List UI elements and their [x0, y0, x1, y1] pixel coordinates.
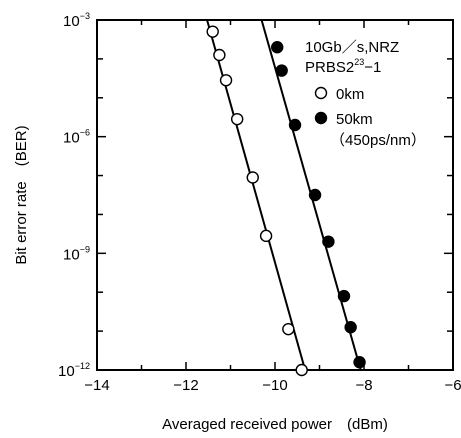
y-tick-label-base: 10	[58, 363, 75, 380]
tick-labels: −14 −12 −10 −8 −610−310−610−910−12	[58, 11, 461, 394]
fit-line-0km	[206, 20, 307, 370]
y-tick-label: 10−12	[58, 361, 90, 380]
x-tick-label: −14	[84, 377, 109, 394]
data-point-0km	[206, 25, 219, 38]
data-point-0km	[259, 229, 273, 243]
y-tick-label-exponent: −6	[80, 128, 90, 138]
x-tick-label: −8	[355, 377, 372, 394]
fit-lines	[206, 20, 362, 370]
data-point-50km	[337, 289, 351, 303]
data-point-0km	[282, 322, 295, 336]
legend-title-rate: 10Gb／s,NRZ	[305, 39, 399, 56]
data-point-0km	[219, 74, 233, 87]
fit-line-50km	[260, 20, 362, 370]
y-tick-label-base: 10	[63, 246, 80, 263]
x-tick-label: −6	[444, 377, 461, 394]
data-point-0km	[213, 48, 226, 62]
data-point-50km	[271, 41, 284, 54]
legend-label-0km: 0km	[336, 86, 364, 103]
data-point-0km	[246, 171, 259, 184]
axis-ticks	[96, 19, 454, 371]
data-point-50km	[288, 118, 302, 132]
x-tick-label: −10	[262, 377, 287, 394]
legend: 10Gb／s,NRZ PRBS223−1 0km 50km （450ps/nm）	[305, 39, 426, 149]
y-axis-title: Bit error rate (BER)	[13, 125, 30, 264]
y-tick-label-exponent: −12	[75, 361, 90, 371]
data-point-0km	[295, 363, 308, 377]
y-tick-label: 10−3	[63, 11, 90, 30]
data-point-50km	[344, 321, 357, 334]
data-point-50km	[275, 64, 288, 77]
plot-frame	[96, 19, 454, 371]
y-tick-label-exponent: −9	[80, 244, 90, 254]
legend-marker-50km	[314, 111, 328, 125]
data-point-0km	[230, 112, 244, 126]
legend-annotation-dispersion: （450ps/nm）	[330, 132, 426, 149]
legend-title-pattern-sup: 23	[354, 57, 364, 67]
data-point-50km	[353, 356, 366, 369]
y-tick-label: 10−6	[63, 128, 90, 147]
data-point-50km	[322, 235, 335, 248]
legend-title-pattern-prefix: PRBS2	[305, 59, 354, 76]
data-points	[206, 25, 366, 377]
x-axis-title: Averaged received power (dBm)	[162, 416, 388, 433]
legend-title-pattern-suffix: −1	[364, 59, 381, 76]
legend-marker-0km	[314, 86, 328, 100]
y-tick-label: 10−9	[63, 244, 90, 263]
y-tick-label-exponent: −3	[80, 11, 90, 21]
x-tick-label: −12	[173, 377, 198, 394]
legend-label-50km: 50km	[336, 111, 373, 128]
y-tick-label-base: 10	[63, 13, 80, 30]
legend-title-pattern: PRBS223−1	[305, 57, 381, 76]
data-point-50km	[308, 188, 322, 202]
y-tick-label-base: 10	[63, 130, 80, 147]
